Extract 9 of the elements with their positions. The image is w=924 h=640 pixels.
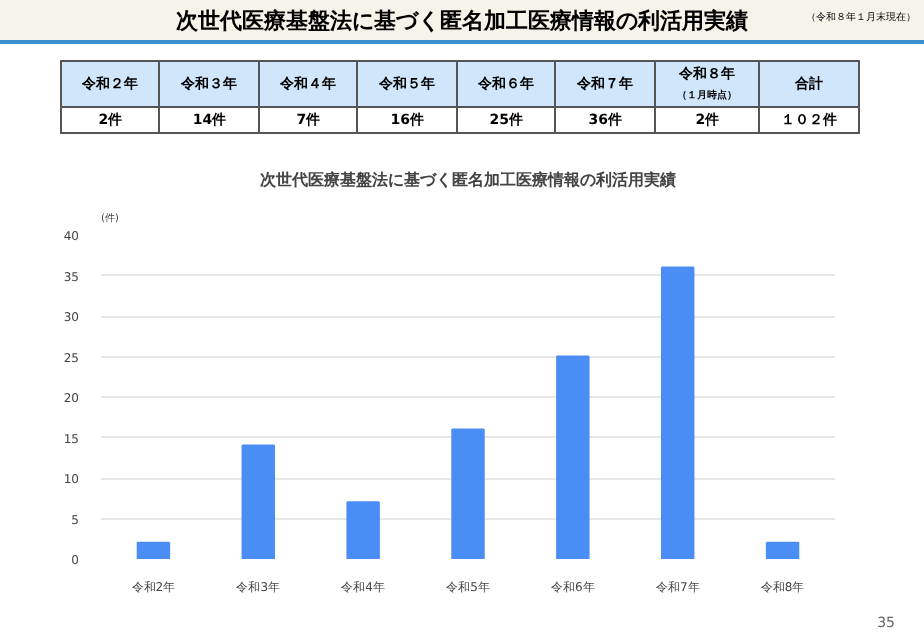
chart-subtitle: 次世代医療基盤法に基づく匿名加工医療情報の利活用実績: [260, 169, 676, 189]
bar: [136, 541, 171, 559]
bar: [556, 355, 590, 559]
chart-title: 次世代医療基盤法に基づく匿名加工医療情報の利活用実績: [176, 8, 748, 34]
bar: [241, 444, 276, 559]
bar: [660, 266, 695, 559]
bar: [346, 501, 380, 559]
bar: [451, 428, 485, 559]
bar: [765, 541, 800, 559]
